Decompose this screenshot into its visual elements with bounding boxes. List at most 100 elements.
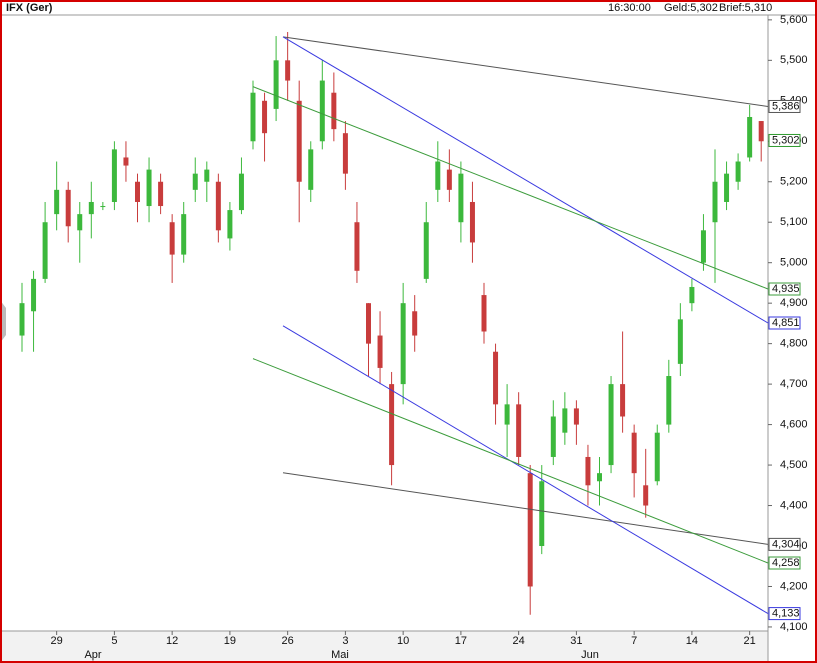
candle-body (250, 92, 256, 142)
x-tick-label: 19 (224, 635, 236, 647)
candle-body (204, 169, 210, 182)
candle-body (54, 189, 60, 215)
trendline-label: 4,304 (772, 538, 800, 550)
candle-body (285, 60, 291, 81)
candle-body (366, 303, 371, 344)
candle-body (700, 230, 706, 263)
trendline-label-box (768, 99, 801, 113)
candle-body (273, 60, 279, 109)
trendline-label: 4,935 (772, 283, 800, 295)
candle-body (377, 335, 383, 368)
candle-body (677, 319, 683, 364)
candle-body (262, 100, 268, 134)
candle-body (469, 201, 475, 243)
candle-body (192, 173, 198, 190)
candle-body (412, 311, 418, 336)
candle-body (631, 432, 637, 474)
candle-body (227, 210, 233, 239)
candle-body (493, 351, 499, 405)
bid: Geld:5,302 (664, 2, 718, 14)
x-tick-label: 26 (282, 635, 294, 647)
instrument: IFX (Ger) (6, 2, 53, 14)
candle-body (111, 149, 117, 202)
trendline (282, 325, 769, 615)
y-tick-label: 4,600 (780, 418, 808, 430)
trendline-label: 5,386 (772, 100, 800, 112)
candle-body (123, 157, 129, 166)
candle-body (77, 214, 83, 231)
last-price-label: 5,302 (772, 134, 800, 146)
y-tick-label: 4,200 (780, 580, 808, 592)
candle-body (550, 416, 556, 457)
month-label: Mai (331, 649, 349, 661)
candle-body (585, 456, 591, 486)
candle-body (758, 121, 764, 142)
x-tick-label: 29 (51, 635, 63, 647)
x-tick-label: 31 (570, 635, 582, 647)
candle-body (666, 376, 672, 425)
candle-body (504, 404, 510, 425)
candle-body (643, 485, 649, 506)
y-tick-label: 4,900 (780, 297, 808, 309)
candle-body (19, 303, 25, 336)
trendline (252, 358, 769, 564)
last-price-box (768, 133, 801, 147)
y-tick-label: 4,400 (780, 499, 808, 511)
y-tick-label: 4,500 (780, 459, 808, 471)
candle-body (354, 222, 360, 271)
x-axis-area (0, 631, 768, 663)
x-tick-label: 14 (686, 635, 698, 647)
y-tick-label: 4,800 (780, 338, 808, 350)
candle-body (296, 100, 302, 182)
candle-body (146, 169, 152, 207)
trendline-label-box (768, 607, 801, 621)
trendline (282, 36, 769, 324)
candle-body (42, 222, 48, 279)
x-tick-label: 5 (111, 635, 117, 647)
y-tick-label: 5,500 (780, 54, 808, 66)
candle-body (573, 408, 579, 425)
candle-body (527, 473, 533, 587)
candle-body (331, 92, 337, 130)
candle-body (342, 133, 348, 174)
candle-body (654, 432, 660, 482)
trendline-label-box (768, 537, 801, 551)
x-tick-label: 21 (744, 635, 756, 647)
x-tick-label: 10 (397, 635, 409, 647)
trendline-label: 4,258 (772, 557, 800, 569)
month-label: Jun (581, 649, 599, 661)
candle-body (389, 384, 395, 466)
candle-body (562, 408, 568, 433)
candle-body (238, 173, 244, 211)
month-label: Apr (84, 649, 101, 661)
candle-body (308, 149, 314, 190)
candle-body (215, 181, 221, 231)
candle-body (181, 214, 187, 255)
candle-body (135, 181, 140, 202)
trendline-label: 4,133 (772, 608, 800, 620)
y-tick-label: 4,100 (780, 621, 808, 633)
candle-body (747, 116, 753, 158)
candle-body (712, 181, 718, 223)
candle-body (169, 222, 175, 255)
candle-body (608, 384, 614, 466)
y-tick-label: 5,000 (780, 257, 808, 269)
candle-body (435, 161, 441, 190)
candle-body (100, 206, 106, 208)
trendline (282, 36, 769, 107)
x-tick-label: 3 (342, 635, 348, 647)
candle-body (620, 384, 626, 417)
candle-body (539, 481, 545, 547)
x-tick-label: 12 (166, 635, 178, 647)
candle-body (446, 169, 452, 190)
candle-body (31, 278, 37, 312)
trendline-label-box (768, 556, 801, 570)
trendline-label-box (768, 282, 801, 296)
candle-body (597, 473, 602, 482)
candle-body (319, 80, 325, 142)
candle-body (689, 286, 695, 304)
y-tick-label: 5,100 (780, 216, 808, 228)
x-tick-label: 17 (455, 635, 467, 647)
